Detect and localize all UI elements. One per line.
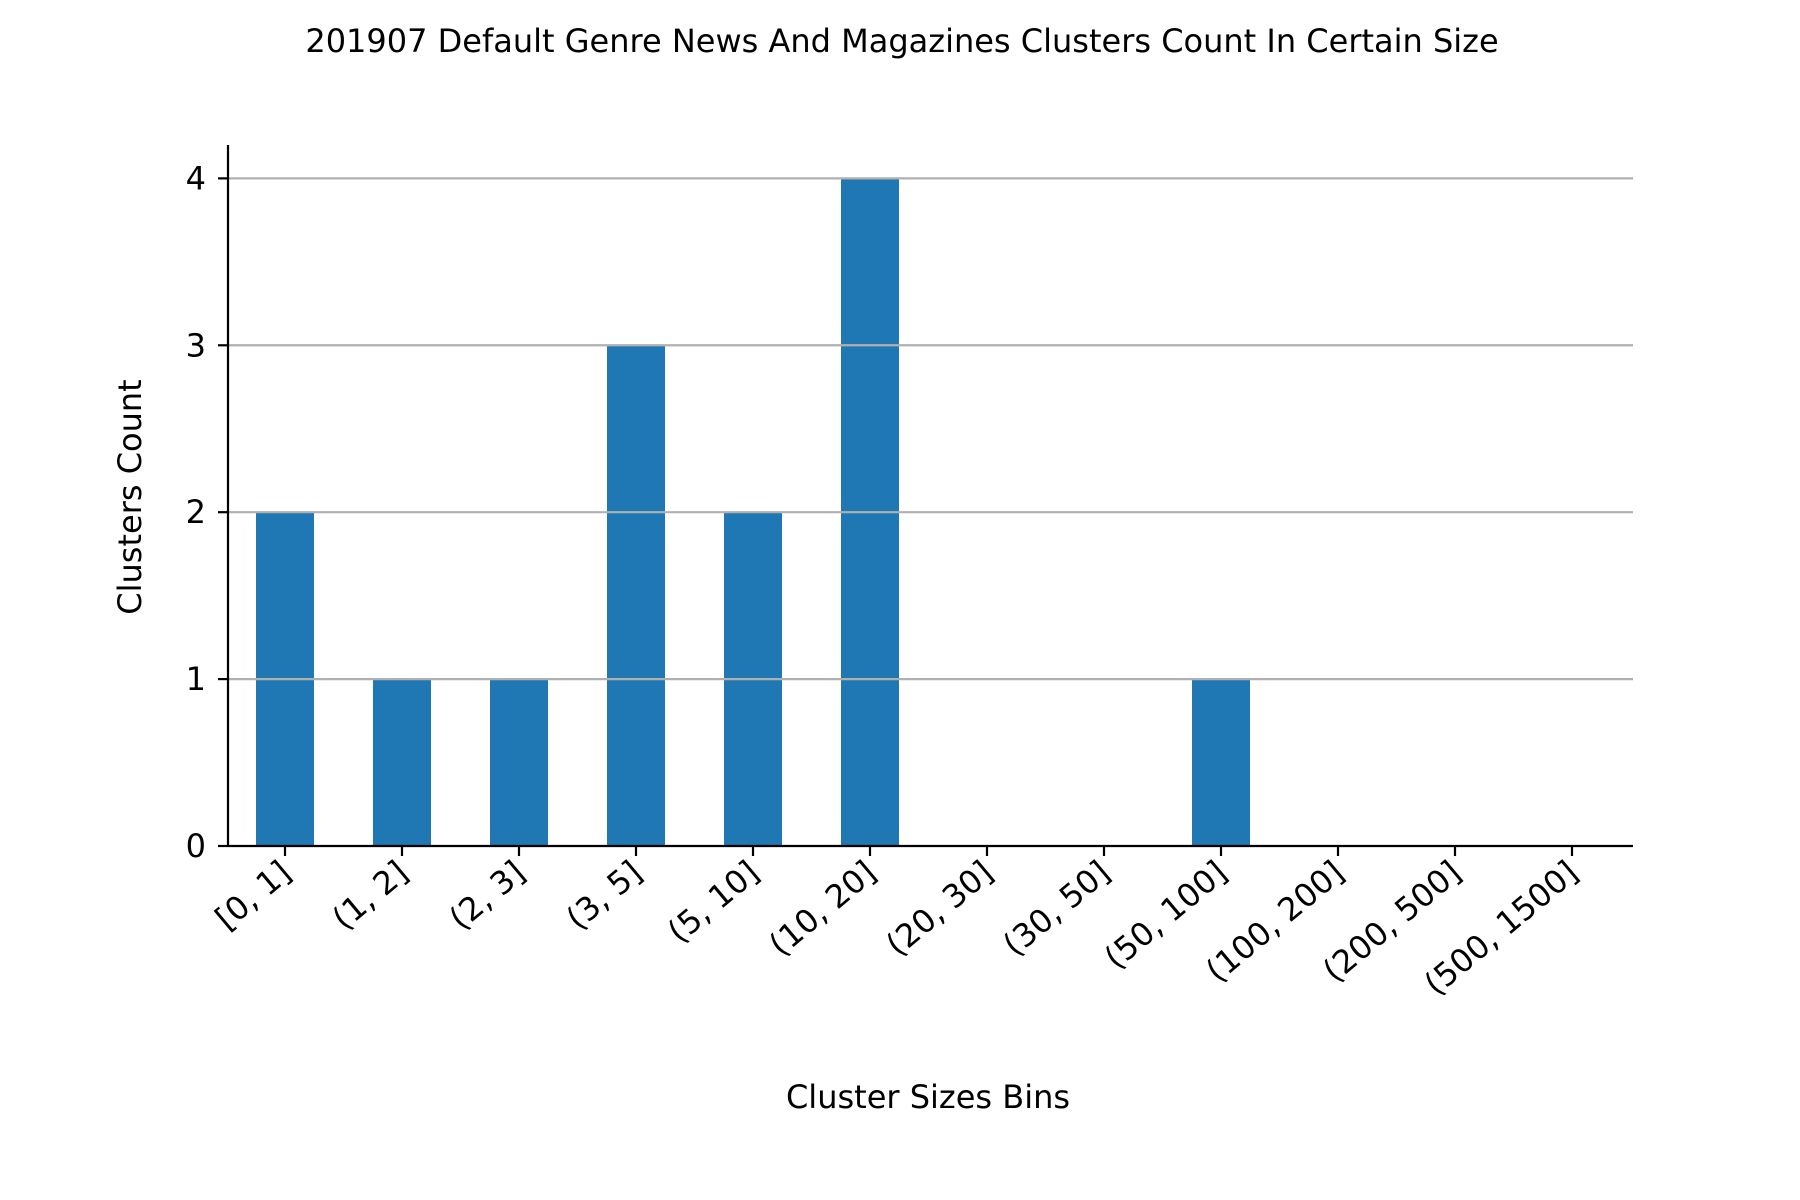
chart-title: 201907 Default Genre News And Magazines … [305,22,1498,60]
y-tick-label-1: 1 [186,660,206,698]
bar-2 [490,679,548,846]
x-tick-label-2: (2, 3] [442,853,532,937]
x-tick-label-6: (20, 30] [879,853,1001,964]
y-axis-label: Clusters Count [111,379,149,614]
y-tick-label-2: 2 [186,493,206,531]
axis-layer: 0 1 2 3 4 [0, 1] (1, 2] (2, 3] (3, 5] (5, 10](10,… [186,145,1633,1003]
y-tick-label-0: 0 [186,827,206,865]
y-tick-label-3: 3 [186,326,206,364]
bar-1 [373,679,431,846]
y-tick-label-4: 4 [186,159,206,197]
bar-3 [607,345,665,846]
x-axis-label: Cluster Sizes Bins [786,1078,1070,1116]
x-tick-label-4: (5, 10] [660,853,766,950]
x-tick-label-3: (3, 5] [559,853,649,937]
x-tick-label-1: (1, 2] [325,853,415,937]
bar-8 [1192,679,1250,846]
x-tick-label-0: [0, 1] [208,853,298,937]
x-tick-label-5: (10, 20] [762,853,884,964]
